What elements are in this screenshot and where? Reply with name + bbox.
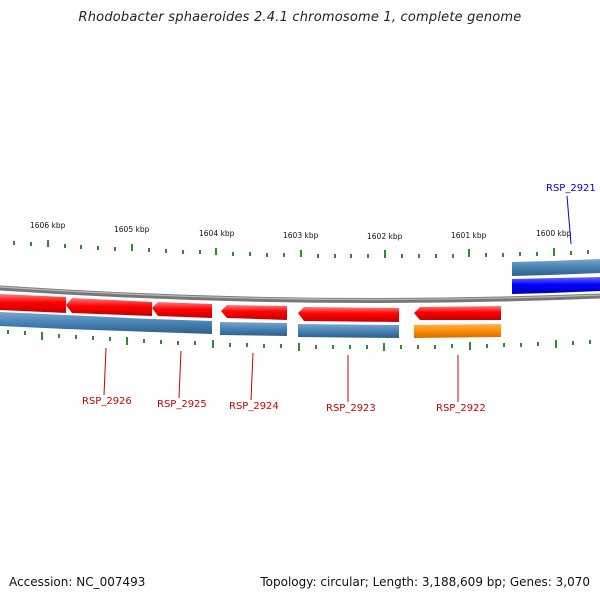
- accession-text: Accession: NC_007493: [9, 575, 146, 589]
- gene-label-rsp-2921[interactable]: RSP_2921: [546, 183, 596, 194]
- cds-rsp-2922[interactable]: [414, 306, 501, 320]
- kbp-labels: 1606 kbp 1605 kbp 1604 kbp 1603 kbp 1602…: [30, 221, 572, 241]
- kbp-label-1603: 1603 kbp: [283, 231, 319, 240]
- gene-label-rsp-2923[interactable]: RSP_2923: [326, 403, 376, 414]
- kbp-label-1600: 1600 kbp: [536, 229, 572, 238]
- outer-ticks: [13, 240, 589, 258]
- map-title: Rhodobacter sphaeroides 2.4.1 chromosome…: [78, 10, 522, 25]
- gene-bar-2923[interactable]: [298, 324, 399, 338]
- gene-bars: [0, 312, 501, 338]
- cds-rsp-2923[interactable]: [298, 307, 399, 322]
- inner-ticks: [7, 330, 591, 351]
- kbp-label-1606: 1606 kbp: [30, 221, 66, 230]
- kbp-label-1605: 1605 kbp: [114, 225, 150, 234]
- gene-labels: RSP_2921 RSP_2922 RSP_2923 RSP_2924 RSP_…: [82, 183, 596, 414]
- kbp-label-1602: 1602 kbp: [367, 232, 403, 241]
- backbone-arc: [0, 285, 600, 303]
- gene-bar-2924[interactable]: [220, 322, 287, 336]
- cds-rsp-2924[interactable]: [221, 305, 287, 320]
- genome-summary-text: Topology: circular; Length: 3,188,609 bp…: [260, 575, 590, 589]
- gene-bar-2926-2925[interactable]: [0, 312, 212, 334]
- cds-rsp-2926[interactable]: [66, 298, 152, 316]
- gene-label-rsp-2922[interactable]: RSP_2922: [436, 403, 486, 414]
- cds-arrows: [0, 294, 501, 322]
- gene-label-rsp-2924[interactable]: RSP_2924: [229, 401, 279, 412]
- gene-label-rsp-2925[interactable]: RSP_2925: [157, 399, 207, 410]
- kbp-label-1604: 1604 kbp: [199, 229, 235, 238]
- leader-lines: [103, 195, 572, 402]
- gene-label-rsp-2926[interactable]: RSP_2926: [82, 396, 132, 407]
- kbp-label-1601: 1601 kbp: [451, 231, 487, 240]
- cds-rsp-2925[interactable]: [152, 302, 212, 318]
- gene-rsp-2921[interactable]: [512, 259, 600, 294]
- gene-bar-2922[interactable]: [414, 324, 501, 338]
- cds-rsp-2926a[interactable]: [0, 294, 66, 313]
